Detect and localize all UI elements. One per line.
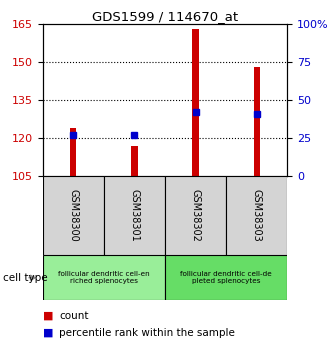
Text: follicular dendritic cell-de
pleted splenocytes: follicular dendritic cell-de pleted sple…	[180, 271, 272, 285]
Bar	[192, 29, 199, 176]
Bar	[226, 176, 287, 255]
Bar	[253, 67, 260, 176]
Bar	[165, 176, 226, 255]
Bar	[70, 128, 77, 176]
Text: ■: ■	[43, 311, 53, 321]
Bar	[43, 176, 104, 255]
Text: follicular dendritic cell-en
riched splenocytes: follicular dendritic cell-en riched sple…	[58, 271, 150, 285]
Text: percentile rank within the sample: percentile rank within the sample	[59, 328, 235, 338]
Text: GSM38303: GSM38303	[251, 189, 262, 242]
Title: GDS1599 / 114670_at: GDS1599 / 114670_at	[92, 10, 238, 23]
Text: GSM38300: GSM38300	[68, 189, 79, 242]
Text: cell type: cell type	[3, 273, 48, 283]
Bar	[165, 255, 287, 300]
Text: GSM38302: GSM38302	[190, 189, 201, 242]
Text: count: count	[59, 311, 89, 321]
Text: GSM38301: GSM38301	[129, 189, 140, 242]
Text: ■: ■	[43, 328, 53, 338]
Bar	[131, 146, 138, 176]
Bar	[104, 176, 165, 255]
Bar	[43, 255, 165, 300]
